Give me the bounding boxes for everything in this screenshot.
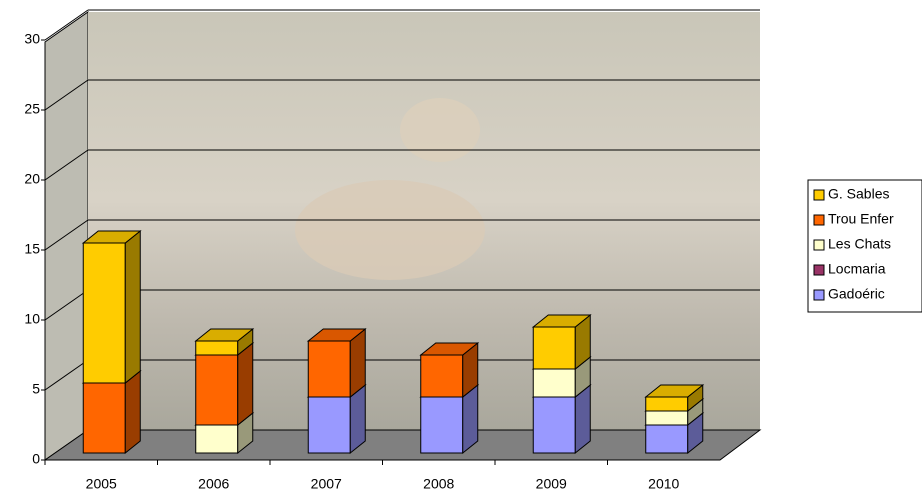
y-tick-label: 25 [24,101,40,117]
legend-swatch [814,290,824,300]
bar-segment [83,243,125,383]
legend-swatch [814,265,824,275]
bar-segment [421,397,463,453]
legend-swatch [814,215,824,225]
bar-segment [308,341,350,397]
y-tick-label: 10 [24,311,40,327]
x-tick-label: 2009 [536,476,567,492]
legend-swatch [814,190,824,200]
bar-side [125,371,140,453]
bar-segment [83,383,125,453]
bar-segment [196,355,238,425]
x-tick-label: 2008 [423,476,454,492]
y-tick-label: 0 [32,451,40,467]
legend-label: Gadoéric [828,286,885,302]
legend-label: Les Chats [828,236,891,252]
chart: 0 5 10 15 20 25 30 2005 2006 2007 2008 2009 2010 G. S… [0,0,922,498]
bar-segment [533,327,575,369]
x-tick-label: 2007 [311,476,342,492]
bar-segment [533,369,575,397]
y-tick-label: 5 [32,381,40,397]
x-tick-label: 2010 [648,476,679,492]
bar-segment [308,397,350,453]
y-tick-label: 30 [24,31,40,47]
photo-bird-head [400,98,480,162]
bar-segment [646,397,688,411]
x-tick-label: 2005 [86,476,117,492]
bar-side [238,343,253,425]
legend-label: G. Sables [828,186,889,202]
y-tick-label: 20 [24,171,40,187]
side-wall [45,12,88,460]
bar-segment [646,425,688,453]
bar-segment [196,425,238,453]
legend-label: Trou Enfer [828,211,894,227]
x-tick-label: 2006 [198,476,229,492]
bar-side [125,231,140,383]
bar-segment [196,341,238,355]
bar-segment [646,411,688,425]
bar-segment [533,397,575,453]
y-tick-label: 15 [24,241,40,257]
bar-segment [421,355,463,397]
legend-swatch [814,240,824,250]
legend-label: Locmaria [828,261,886,277]
photo-bird [295,180,485,280]
